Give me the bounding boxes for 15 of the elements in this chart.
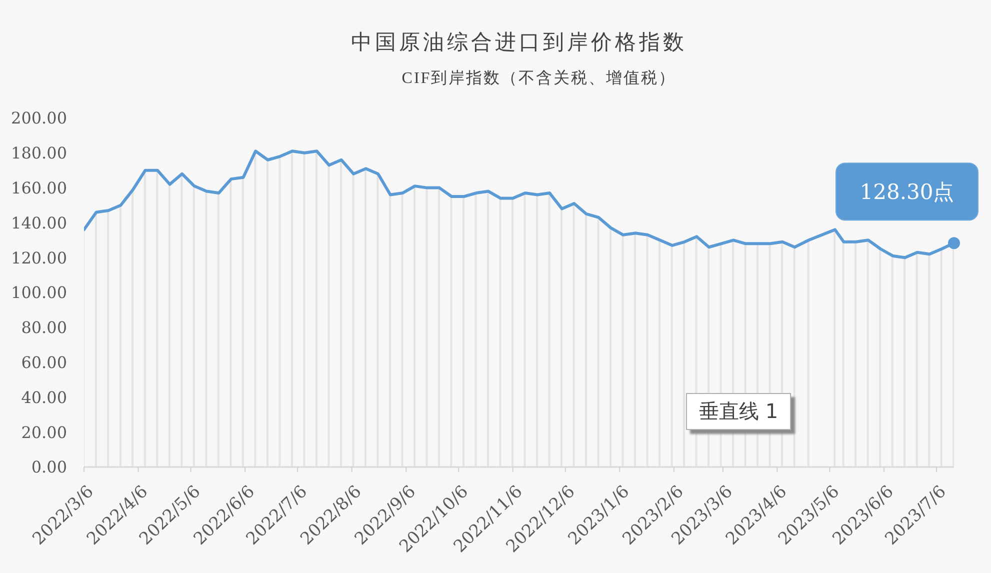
y-tick-label: 60.00 xyxy=(21,352,67,372)
y-tick-label: 40.00 xyxy=(21,388,67,407)
y-tick-label: 20.00 xyxy=(21,422,67,442)
y-tick-label: 200.00 xyxy=(11,108,67,128)
y-tick-label: 120.00 xyxy=(11,248,67,268)
chart-title: 中国原油综合进口到岸价格指数 xyxy=(350,29,688,56)
annotation: 垂直线 1 xyxy=(686,393,792,430)
y-tick-label: 180.00 xyxy=(11,144,67,163)
annotation: 128.30点 xyxy=(860,180,954,204)
y-tick-label: 80.00 xyxy=(21,318,67,338)
chart-subtitle: CIF到岸指数（不含关税、增值税） xyxy=(400,68,678,89)
y-tick-label: 160.00 xyxy=(11,178,67,198)
y-tick-label: 140.00 xyxy=(11,213,67,232)
y-tick-label: 100.00 xyxy=(11,283,67,302)
y-tick-label: 0.00 xyxy=(31,458,67,477)
